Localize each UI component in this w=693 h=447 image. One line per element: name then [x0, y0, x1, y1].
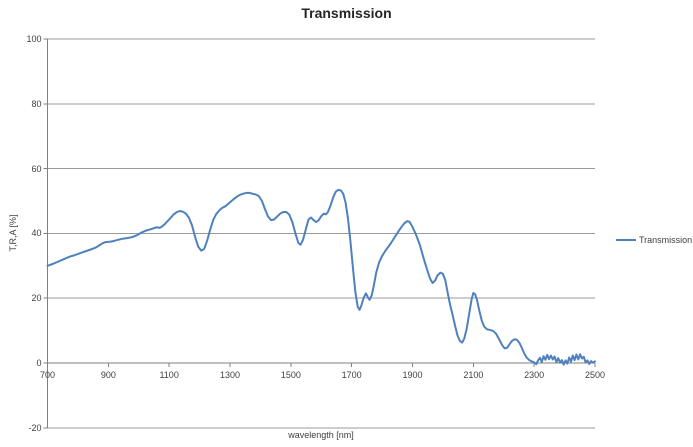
- y-tick-label-100: 100: [26, 34, 42, 44]
- legend: Transmission: [616, 233, 692, 247]
- x-tick-label-2500: 2500: [584, 370, 606, 380]
- y-tick-label--20: -20: [28, 422, 42, 433]
- y-tick-label-0: 0: [36, 358, 42, 368]
- x-tick-label-1500: 1500: [280, 370, 301, 380]
- x-tick-label-900: 900: [100, 370, 116, 380]
- y-tick-label-60: 60: [31, 163, 42, 174]
- x-axis-title: wavelength [nm]: [288, 430, 354, 440]
- y-axis-title: T,R,A [%]: [8, 214, 18, 252]
- x-tick-label-1700: 1700: [341, 370, 362, 380]
- y-tick-label-80: 80: [31, 98, 42, 109]
- series-line-transmission: [46, 188, 596, 366]
- x-tick-label-1300: 1300: [219, 370, 241, 380]
- y-tick-label-40: 40: [31, 228, 42, 239]
- legend-line-marker: [616, 239, 636, 241]
- chart-title: Transmission: [301, 5, 392, 21]
- x-tick-label-2300: 2300: [524, 370, 545, 380]
- y-tick-label-20: 20: [31, 293, 42, 304]
- x-tick-label-2100: 2100: [463, 370, 484, 380]
- x-tick-label-1100: 1100: [159, 370, 179, 380]
- x-tick-label-1900: 1900: [402, 370, 423, 380]
- legend-label: Transmission: [639, 235, 693, 245]
- x-tick-label-700: 700: [39, 370, 56, 380]
